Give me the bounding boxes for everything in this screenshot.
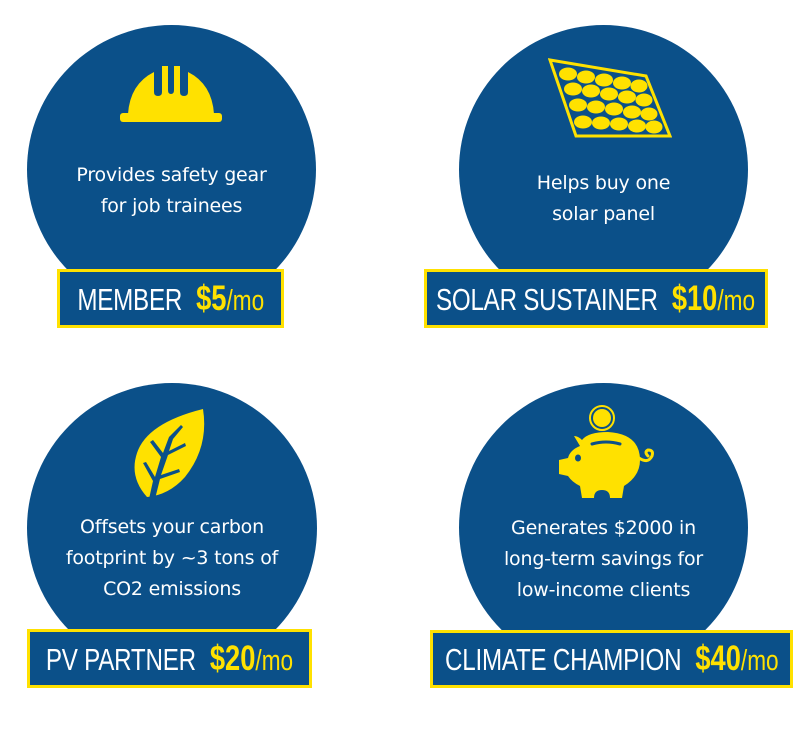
tier-circle <box>459 25 748 314</box>
hard-hat-icon <box>120 66 222 122</box>
tier-badge[interactable]: CLIMATE CHAMPION $40 /mo <box>430 630 793 688</box>
tier-description: Offsets your carbon footprint by ~3 tons… <box>27 512 317 605</box>
tier-price: $40 <box>695 639 741 678</box>
description-line: for job trainees <box>100 195 243 217</box>
description-line: Generates $2000 in <box>511 517 696 539</box>
tier-badge[interactable]: SOLAR SUSTAINER $10 /mo <box>424 269 768 328</box>
tier-price: $5 <box>195 278 227 318</box>
tier-name: MEMBER <box>77 281 182 317</box>
tier-description: Provides safety gear for job trainees <box>27 160 316 222</box>
description-line: Offsets your carbon <box>80 516 264 538</box>
tier-circle <box>27 25 316 314</box>
description-line: CO2 emissions <box>103 578 241 600</box>
tier-pv-partner: Offsets your carbon footprint by ~3 tons… <box>27 383 317 688</box>
piggy-bank-icon <box>559 405 654 498</box>
tier-solar-sustainer: Helps buy one solar panel SOLAR SUSTAINE… <box>424 25 768 328</box>
tier-name: SOLAR SUSTAINER <box>436 281 659 317</box>
description-line: footprint by ~3 tons of <box>65 547 279 569</box>
tier-circle <box>459 383 748 672</box>
tier-name: PV PARTNER <box>45 641 196 677</box>
description-line: long-term savings for <box>503 548 704 570</box>
tier-period: /mo <box>226 284 264 317</box>
tier-price: $10 <box>672 278 718 318</box>
description-line: Provides safety gear <box>76 164 267 186</box>
tier-period: /mo <box>717 284 756 317</box>
tier-badge[interactable]: PV PARTNER $20 /mo <box>27 629 312 688</box>
tier-badge[interactable]: MEMBER $5 /mo <box>57 269 284 328</box>
description-line: low-income clients <box>516 579 691 601</box>
tier-period: /mo <box>255 644 294 677</box>
tier-member: Provides safety gear for job trainees ME… <box>0 0 400 366</box>
tier-description: Helps buy one solar panel <box>459 168 748 230</box>
tier-price: $20 <box>209 638 256 678</box>
description-line: Helps buy one <box>536 172 671 194</box>
tier-name: CLIMATE CHAMPION <box>444 642 682 677</box>
leaf-icon <box>134 409 205 499</box>
description-line: solar panel <box>552 203 655 225</box>
tier-period: /mo <box>740 645 779 677</box>
solar-panel-icon <box>548 58 672 138</box>
tier-description: Generates $2000 in long-term savings for… <box>459 513 748 606</box>
